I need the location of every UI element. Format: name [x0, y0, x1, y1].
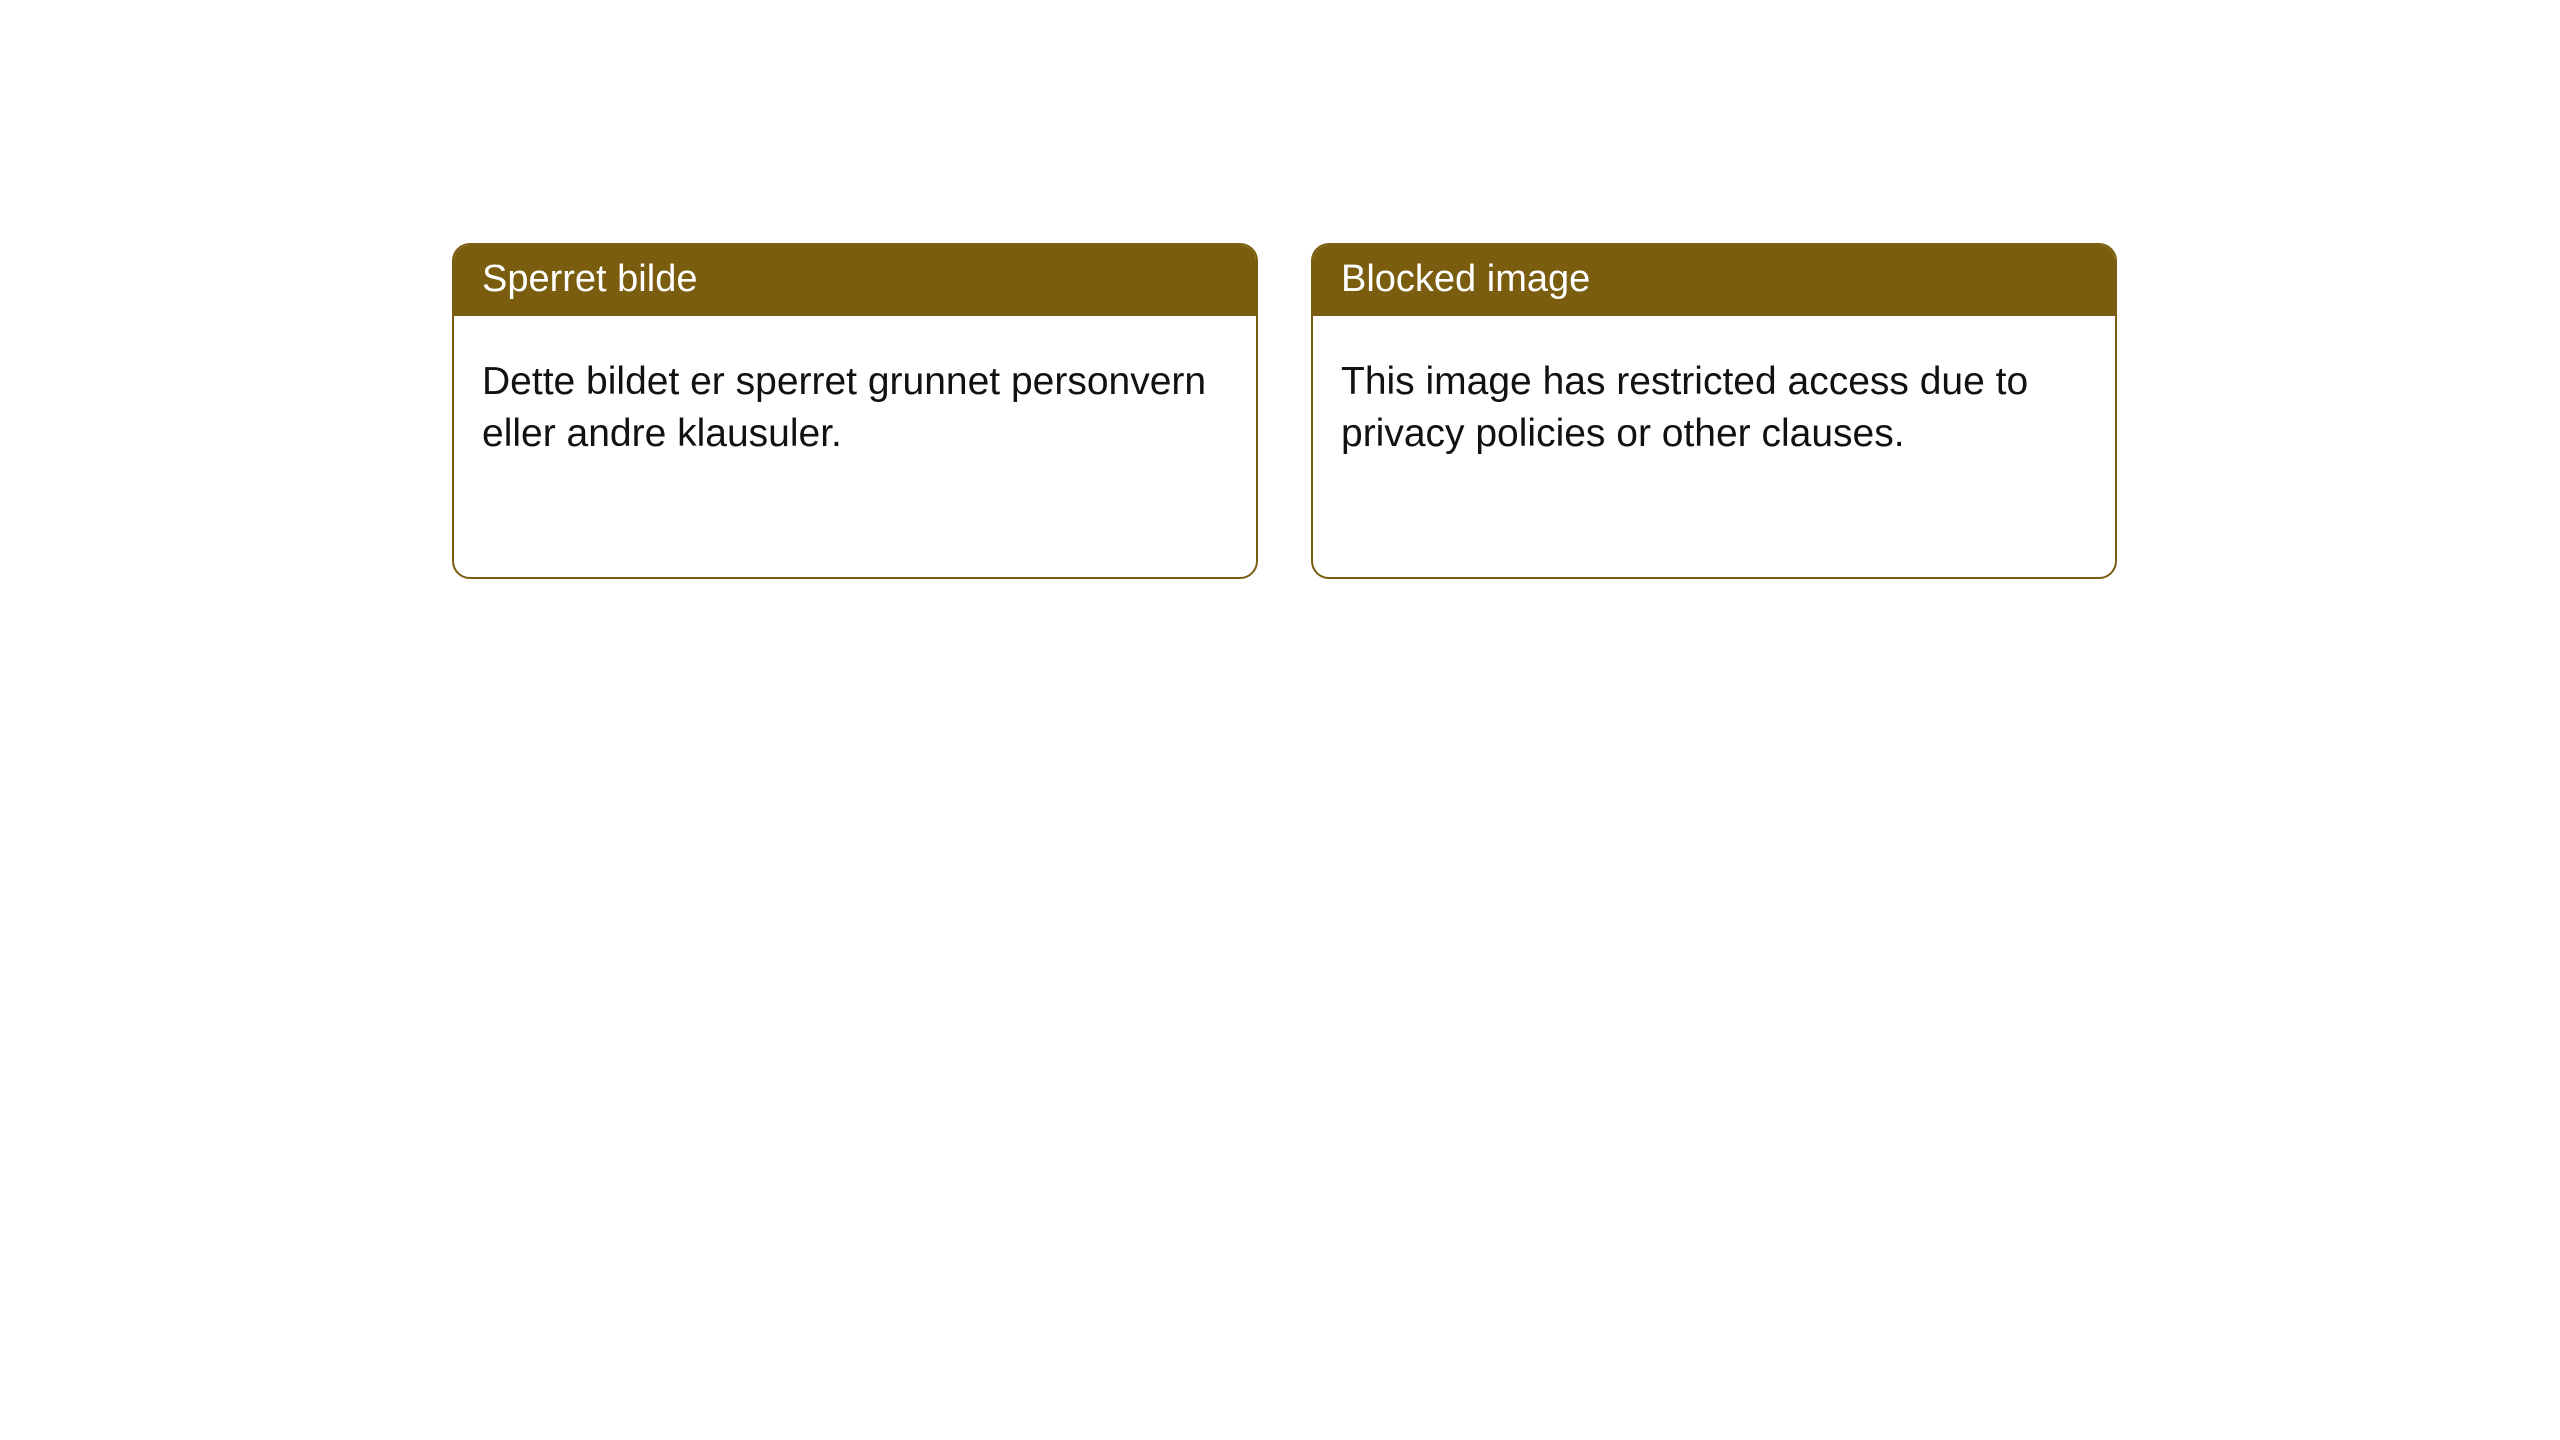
card-title: Blocked image: [1341, 258, 1590, 300]
card-body-text: Dette bildet er sperret grunnet personve…: [482, 360, 1206, 455]
card-header: Blocked image: [1313, 245, 2115, 316]
blocked-image-card-no: Sperret bilde Dette bildet er sperret gr…: [452, 243, 1258, 579]
card-body-text: This image has restricted access due to …: [1341, 360, 2028, 455]
card-body: Dette bildet er sperret grunnet personve…: [454, 316, 1256, 500]
card-header: Sperret bilde: [454, 245, 1256, 316]
card-title: Sperret bilde: [482, 258, 697, 300]
cards-container: Sperret bilde Dette bildet er sperret gr…: [0, 0, 2560, 579]
card-body: This image has restricted access due to …: [1313, 316, 2115, 500]
blocked-image-card-en: Blocked image This image has restricted …: [1311, 243, 2117, 579]
